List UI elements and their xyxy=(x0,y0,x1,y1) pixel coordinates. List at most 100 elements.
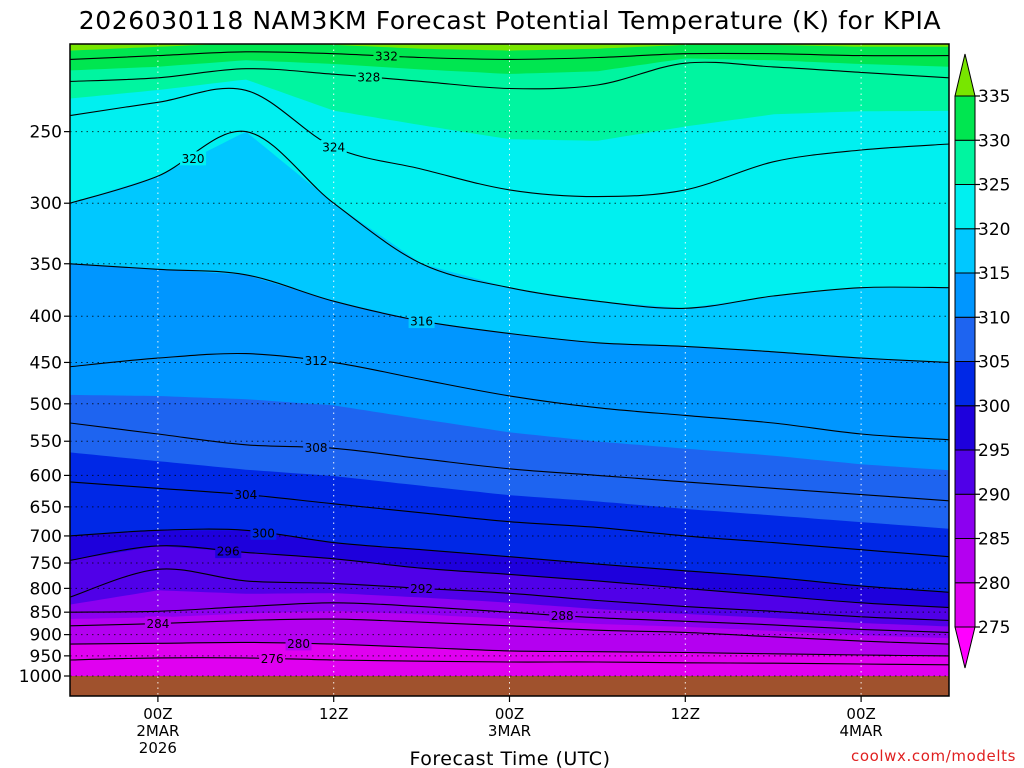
colorbar-label-305: 305 xyxy=(978,353,1010,373)
y-tick-label-950: 950 xyxy=(30,647,62,667)
colorbar-bin-325 xyxy=(954,139,976,185)
contour-304 xyxy=(70,481,949,558)
contour-label-bg xyxy=(250,525,277,540)
x-tick-date: 2MAR xyxy=(136,722,179,740)
colorbar-label-295: 295 xyxy=(978,441,1010,461)
contour-300 xyxy=(70,528,949,593)
colorbar-bin-305 xyxy=(954,316,976,362)
contour-label-324: 324 xyxy=(322,141,345,155)
contour-label-bg xyxy=(373,48,400,63)
colorbar-label-335: 335 xyxy=(978,87,1010,107)
x-tick-year: 2026 xyxy=(139,739,177,757)
chart-title: 2026030118 NAM3KM Forecast Potential Tem… xyxy=(79,6,941,35)
y-tick-label-600: 600 xyxy=(30,466,62,486)
y-tick-label-350: 350 xyxy=(30,255,62,275)
colorbar-label-325: 325 xyxy=(978,176,1010,196)
contour-316 xyxy=(70,263,949,363)
contour-label-296: 296 xyxy=(217,545,240,559)
colorbar-bin-300 xyxy=(954,361,976,407)
x-tick-date: 3MAR xyxy=(488,722,531,740)
y-tick-label-850: 850 xyxy=(30,603,62,623)
colorbar-bin-320 xyxy=(954,184,976,230)
colorbar-max-arrow xyxy=(954,53,976,97)
y-tick-label-750: 750 xyxy=(30,554,62,574)
contour-label-bg xyxy=(303,440,330,455)
x-tick-label: 12Z xyxy=(319,705,348,723)
contour-280 xyxy=(70,641,949,657)
contour-label-bg xyxy=(180,151,207,166)
colorbar-label-285: 285 xyxy=(978,530,1010,550)
colorbar-bin-330 xyxy=(954,95,976,141)
contour-308 xyxy=(70,422,949,502)
contour-332 xyxy=(70,51,949,60)
contour-288 xyxy=(70,602,949,633)
x-tick-label: 12Z xyxy=(671,705,700,723)
contour-label-300: 300 xyxy=(252,526,275,540)
y-tick-label-700: 700 xyxy=(30,527,62,547)
x-tick-date: 4MAR xyxy=(840,722,883,740)
contour-label-bg xyxy=(355,70,382,85)
contour-label-bg xyxy=(232,487,259,502)
contour-label-276: 276 xyxy=(261,652,284,666)
contour-label-bg xyxy=(144,616,171,631)
x-tick-label: 00Z xyxy=(143,705,172,723)
y-tick-label-500: 500 xyxy=(30,395,62,415)
contour-label-316: 316 xyxy=(410,315,433,329)
y-tick-label-650: 650 xyxy=(30,498,62,518)
colorbar-min-arrow xyxy=(954,626,976,669)
colorbar-bin-290 xyxy=(954,449,976,495)
contour-label-bg xyxy=(215,544,242,559)
colorbar-label-290: 290 xyxy=(978,485,1010,505)
y-tick-label-1000: 1000 xyxy=(19,667,62,687)
contour-label-bg xyxy=(303,353,330,368)
contour-312 xyxy=(70,352,949,441)
contour-label-bg xyxy=(549,608,576,623)
y-tick-label-900: 900 xyxy=(30,626,62,646)
y-axis: 250 300 350 400 450 500 550 600 650 700 750 800 850 9… xyxy=(19,123,70,687)
contour-320 xyxy=(70,130,949,309)
colorbar-bin-310 xyxy=(954,272,976,318)
y-tick-label-800: 800 xyxy=(30,579,62,599)
contour-label-332: 332 xyxy=(375,49,398,63)
y-tick-label-450: 450 xyxy=(30,353,62,373)
contour-label-308: 308 xyxy=(305,441,328,455)
contour-276 xyxy=(70,657,949,666)
colorbar-label-315: 315 xyxy=(978,264,1010,284)
grid-layer xyxy=(70,44,949,696)
colorbar-bin-280 xyxy=(954,538,976,584)
contour-label-320: 320 xyxy=(182,152,205,166)
y-tick-label-300: 300 xyxy=(30,194,62,214)
colorbar-bin-285 xyxy=(954,493,976,539)
x-tick-label: 00Z xyxy=(495,705,524,723)
x-axis-label: Forecast Time (UTC) xyxy=(410,748,611,768)
colorbar-bin-315 xyxy=(954,228,976,274)
colorbar-label-320: 320 xyxy=(978,220,1010,240)
colorbar-label-280: 280 xyxy=(978,574,1010,594)
contour-label-bg xyxy=(285,636,312,651)
contour-label-bg xyxy=(408,314,435,329)
fill-band-336 xyxy=(70,44,949,51)
contour-label-bg xyxy=(408,581,435,596)
colorbar-label-310: 310 xyxy=(978,308,1010,328)
colorbar-label-275: 275 xyxy=(978,618,1010,638)
contour-label-328: 328 xyxy=(357,71,380,85)
y-tick-label-550: 550 xyxy=(30,432,62,452)
ground-strip xyxy=(70,676,949,696)
y-tick-label-250: 250 xyxy=(30,123,62,143)
colorbar-bin-275 xyxy=(954,582,976,628)
contour-label-bg xyxy=(320,140,347,155)
x-tick-label: 00Z xyxy=(846,705,875,723)
contour-label-288: 288 xyxy=(551,609,574,623)
contour-label-284: 284 xyxy=(146,617,169,631)
contour-292 xyxy=(70,568,949,621)
theta-fill-layer xyxy=(70,44,949,696)
contour-label-280: 280 xyxy=(287,637,310,651)
contour-label-304: 304 xyxy=(234,488,257,502)
contour-284 xyxy=(70,618,949,645)
colorbar: 275 280 285 290 295 300 305 310 315 320 325 330 335 xyxy=(954,53,1010,669)
terrain-layer xyxy=(70,676,949,696)
colorbar-label-330: 330 xyxy=(978,131,1010,151)
contour-324 xyxy=(70,87,949,198)
